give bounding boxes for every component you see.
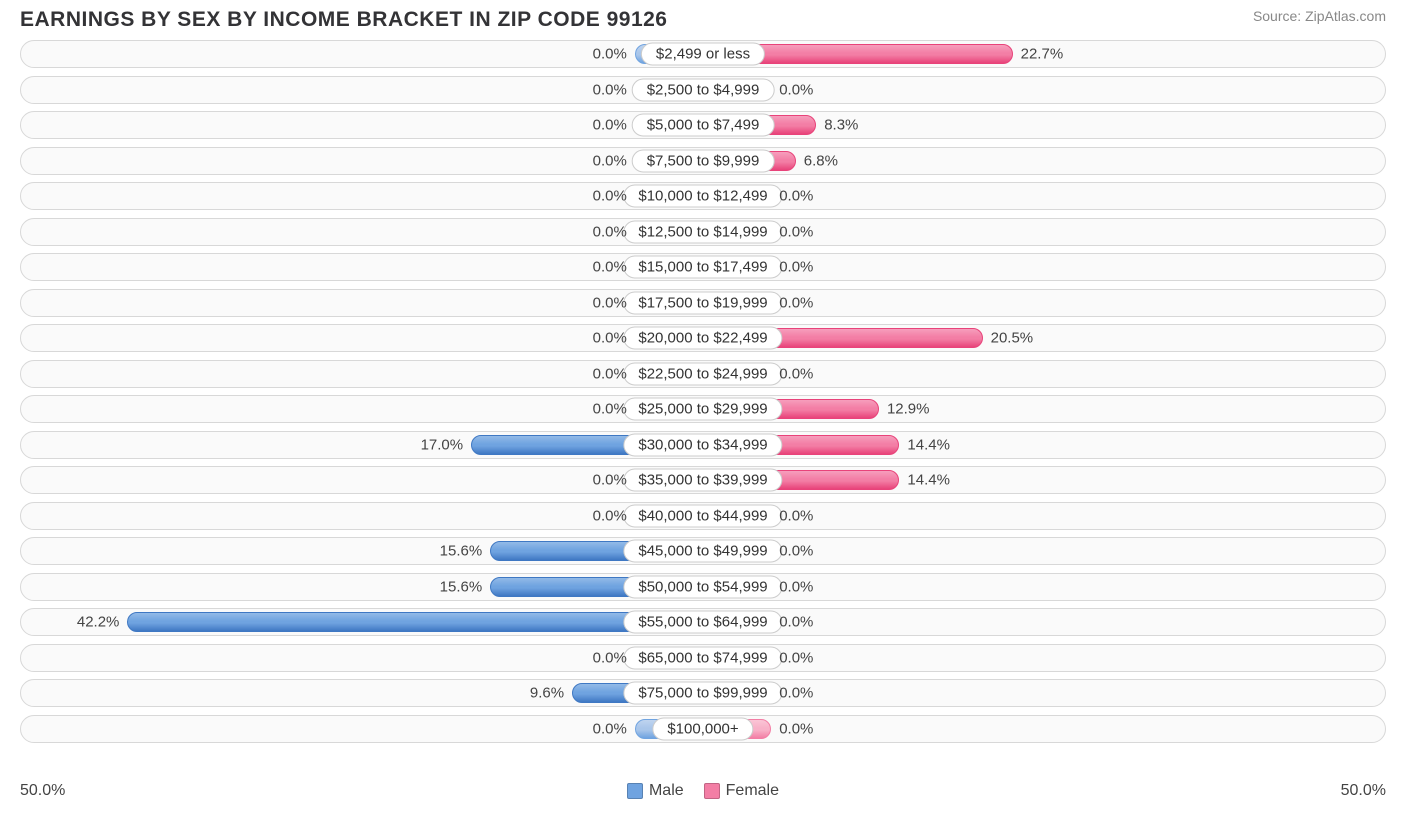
female-pct-label: 6.8% (804, 152, 838, 169)
axis-label-left: 50.0% (20, 782, 65, 800)
bracket-label: $45,000 to $49,999 (623, 540, 782, 563)
chart-row: $22,500 to $24,9990.0% 0.0% (20, 360, 1386, 388)
female-pct-label: 14.4% (907, 472, 950, 489)
bracket-label: $22,500 to $24,999 (623, 362, 782, 385)
chart-footer: 50.0% Male Female 50.0% (20, 782, 1386, 800)
bracket-label: $100,000+ (652, 717, 753, 740)
male-pct-label: 0.0% (593, 152, 627, 169)
female-pct-label: 0.0% (779, 685, 813, 702)
female-pct-label: 14.4% (907, 436, 950, 453)
male-pct-label: 0.0% (593, 365, 627, 382)
source-attribution: Source: ZipAtlas.com (1253, 8, 1386, 24)
female-pct-label: 8.3% (824, 117, 858, 134)
male-pct-label: 0.0% (593, 507, 627, 524)
bracket-label: $10,000 to $12,499 (623, 185, 782, 208)
female-pct-label: 12.9% (887, 401, 930, 418)
bracket-label: $7,500 to $9,999 (632, 149, 775, 172)
female-pct-label: 0.0% (779, 188, 813, 205)
male-pct-label: 9.6% (530, 685, 564, 702)
bracket-label: $65,000 to $74,999 (623, 646, 782, 669)
male-pct-label: 0.0% (593, 472, 627, 489)
male-pct-label: 0.0% (593, 223, 627, 240)
female-pct-label: 0.0% (779, 223, 813, 240)
chart-row: $17,500 to $19,9990.0% 0.0% (20, 289, 1386, 317)
bracket-label: $12,500 to $14,999 (623, 220, 782, 243)
chart-row: $10,000 to $12,4990.0% 0.0% (20, 182, 1386, 210)
male-pct-label: 17.0% (421, 436, 464, 453)
chart-row: $2,500 to $4,9990.0%0.0% (20, 76, 1386, 104)
bracket-label: $50,000 to $54,999 (623, 575, 782, 598)
male-pct-label: 42.2% (77, 614, 120, 631)
female-pct-label: 0.0% (779, 649, 813, 666)
bracket-label: $2,500 to $4,999 (632, 78, 775, 101)
male-pct-label: 0.0% (593, 46, 627, 63)
bracket-label: $17,500 to $19,999 (623, 291, 782, 314)
chart-row: $15,000 to $17,4990.0% 0.0% (20, 253, 1386, 281)
chart-row: $100,000+ 0.0% 0.0% (20, 715, 1386, 743)
chart-row: $25,000 to $29,9990.0% 12.9% (20, 395, 1386, 423)
female-pct-label: 20.5% (991, 330, 1034, 347)
male-pct-label: 0.0% (593, 720, 627, 737)
female-pct-label: 0.0% (779, 294, 813, 311)
female-pct-label: 0.0% (779, 578, 813, 595)
chart-row: $30,000 to $34,999 17.0% 14.4% (20, 431, 1386, 459)
male-pct-label: 0.0% (593, 188, 627, 205)
chart-area: $2,499 or less0.0%22.7%$2,500 to $4,9990… (0, 36, 1406, 743)
male-pct-label: 0.0% (593, 81, 627, 98)
female-pct-label: 0.0% (779, 720, 813, 737)
chart-row: $35,000 to $39,9990.0% 14.4% (20, 466, 1386, 494)
female-swatch-icon (704, 783, 720, 799)
chart-row: $5,000 to $7,499 0.0% 8.3% (20, 111, 1386, 139)
legend-male-label: Male (649, 782, 684, 800)
male-bar (127, 612, 703, 632)
male-pct-label: 0.0% (593, 294, 627, 311)
legend-item-female: Female (704, 782, 779, 800)
bracket-label: $35,000 to $39,999 (623, 469, 782, 492)
legend-item-male: Male (627, 782, 684, 800)
male-pct-label: 0.0% (593, 330, 627, 347)
bracket-label: $30,000 to $34,999 (623, 433, 782, 456)
chart-row: $65,000 to $74,9990.0% 0.0% (20, 644, 1386, 672)
male-pct-label: 15.6% (440, 543, 483, 560)
chart-header: EARNINGS BY SEX BY INCOME BRACKET IN ZIP… (0, 0, 1406, 36)
chart-row: $2,499 or less 0.0% 22.7% (20, 40, 1386, 68)
female-pct-label: 0.0% (779, 81, 813, 98)
male-pct-label: 15.6% (440, 578, 483, 595)
chart-row: $45,000 to $49,999 15.6% 0.0% (20, 537, 1386, 565)
bracket-label: $15,000 to $17,499 (623, 256, 782, 279)
axis-label-right: 50.0% (1341, 782, 1386, 800)
male-pct-label: 0.0% (593, 117, 627, 134)
female-pct-label: 0.0% (779, 259, 813, 276)
bracket-label: $2,499 or less (641, 43, 765, 66)
chart-row: $75,000 to $99,999 9.6% 0.0% (20, 679, 1386, 707)
chart-title: EARNINGS BY SEX BY INCOME BRACKET IN ZIP… (20, 8, 667, 32)
legend: Male Female (627, 782, 779, 800)
female-pct-label: 0.0% (779, 507, 813, 524)
bracket-label: $25,000 to $29,999 (623, 398, 782, 421)
chart-row: $55,000 to $64,999 42.2% 0.0% (20, 608, 1386, 636)
chart-row: $20,000 to $22,4990.0% 20.5% (20, 324, 1386, 352)
chart-row: $40,000 to $44,9990.0% 0.0% (20, 502, 1386, 530)
bracket-label: $75,000 to $99,999 (623, 682, 782, 705)
male-pct-label: 0.0% (593, 401, 627, 418)
chart-row: $50,000 to $54,999 15.6% 0.0% (20, 573, 1386, 601)
female-pct-label: 0.0% (779, 614, 813, 631)
legend-female-label: Female (726, 782, 779, 800)
chart-row: $12,500 to $14,9990.0% 0.0% (20, 218, 1386, 246)
bracket-label: $55,000 to $64,999 (623, 611, 782, 634)
chart-row: $7,500 to $9,999 0.0% 6.8% (20, 147, 1386, 175)
bracket-label: $5,000 to $7,499 (632, 114, 775, 137)
male-pct-label: 0.0% (593, 649, 627, 666)
male-swatch-icon (627, 783, 643, 799)
female-pct-label: 0.0% (779, 365, 813, 382)
male-pct-label: 0.0% (593, 259, 627, 276)
female-pct-label: 0.0% (779, 543, 813, 560)
female-pct-label: 22.7% (1021, 46, 1064, 63)
bracket-label: $20,000 to $22,499 (623, 327, 782, 350)
bracket-label: $40,000 to $44,999 (623, 504, 782, 527)
